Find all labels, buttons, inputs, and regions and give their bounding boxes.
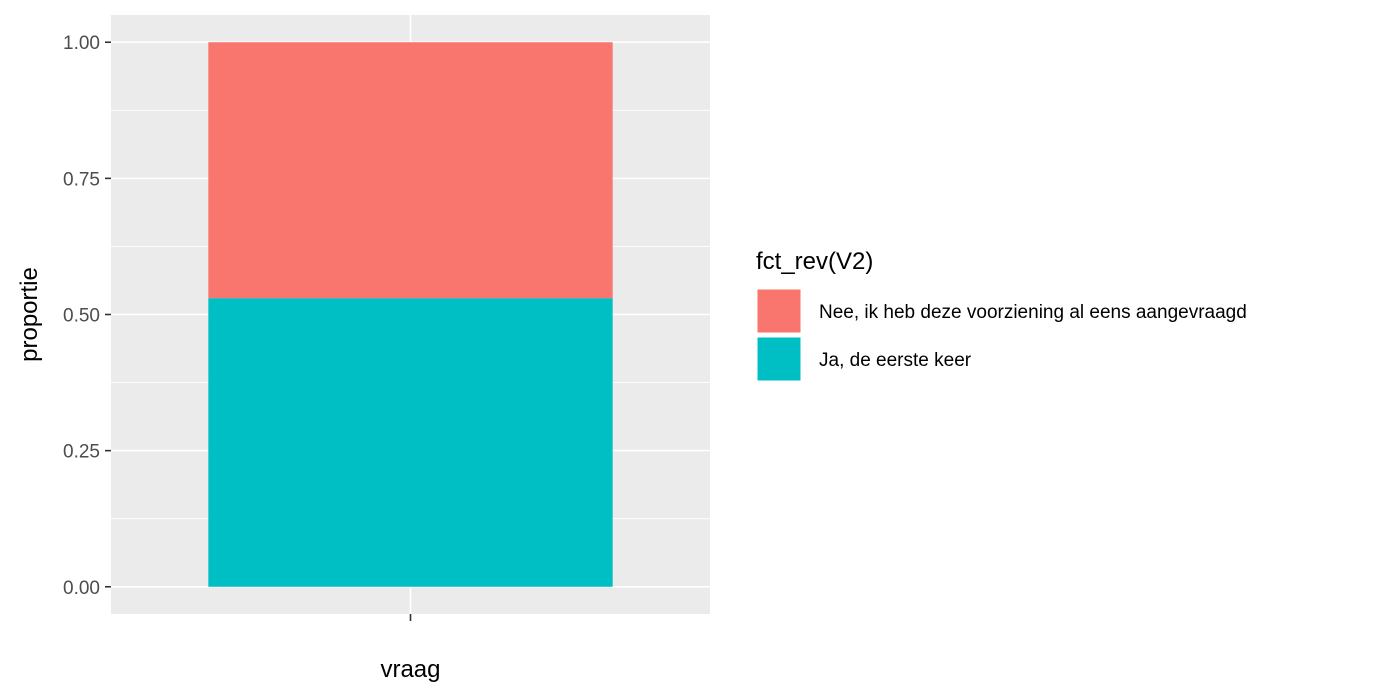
y-tick-label: 0.50 — [63, 306, 100, 327]
y-axis-title: proportie — [16, 267, 43, 362]
x-axis-title: vraag — [380, 656, 440, 683]
legend-key — [756, 288, 802, 334]
bar-segment — [208, 42, 613, 299]
bar-segment — [208, 298, 613, 587]
y-tick-label: 0.25 — [63, 442, 100, 463]
y-tick-label: 0.75 — [63, 169, 100, 190]
legend-label: Ja, de eerste keer — [819, 350, 972, 371]
y-tick-label: 1.00 — [63, 33, 100, 54]
bars — [208, 42, 613, 587]
legend-title: fct_rev(V2) — [756, 248, 873, 275]
y-tick-label: 0.00 — [63, 578, 100, 599]
legend: fct_rev(V2) Nee, ik heb deze voorziening… — [756, 248, 1247, 382]
y-axis: 0.00 0.25 0.50 0.75 1.00 — [63, 33, 111, 599]
legend-key — [756, 336, 802, 382]
legend-label: Nee, ik heb deze voorziening al eens aan… — [819, 302, 1247, 323]
